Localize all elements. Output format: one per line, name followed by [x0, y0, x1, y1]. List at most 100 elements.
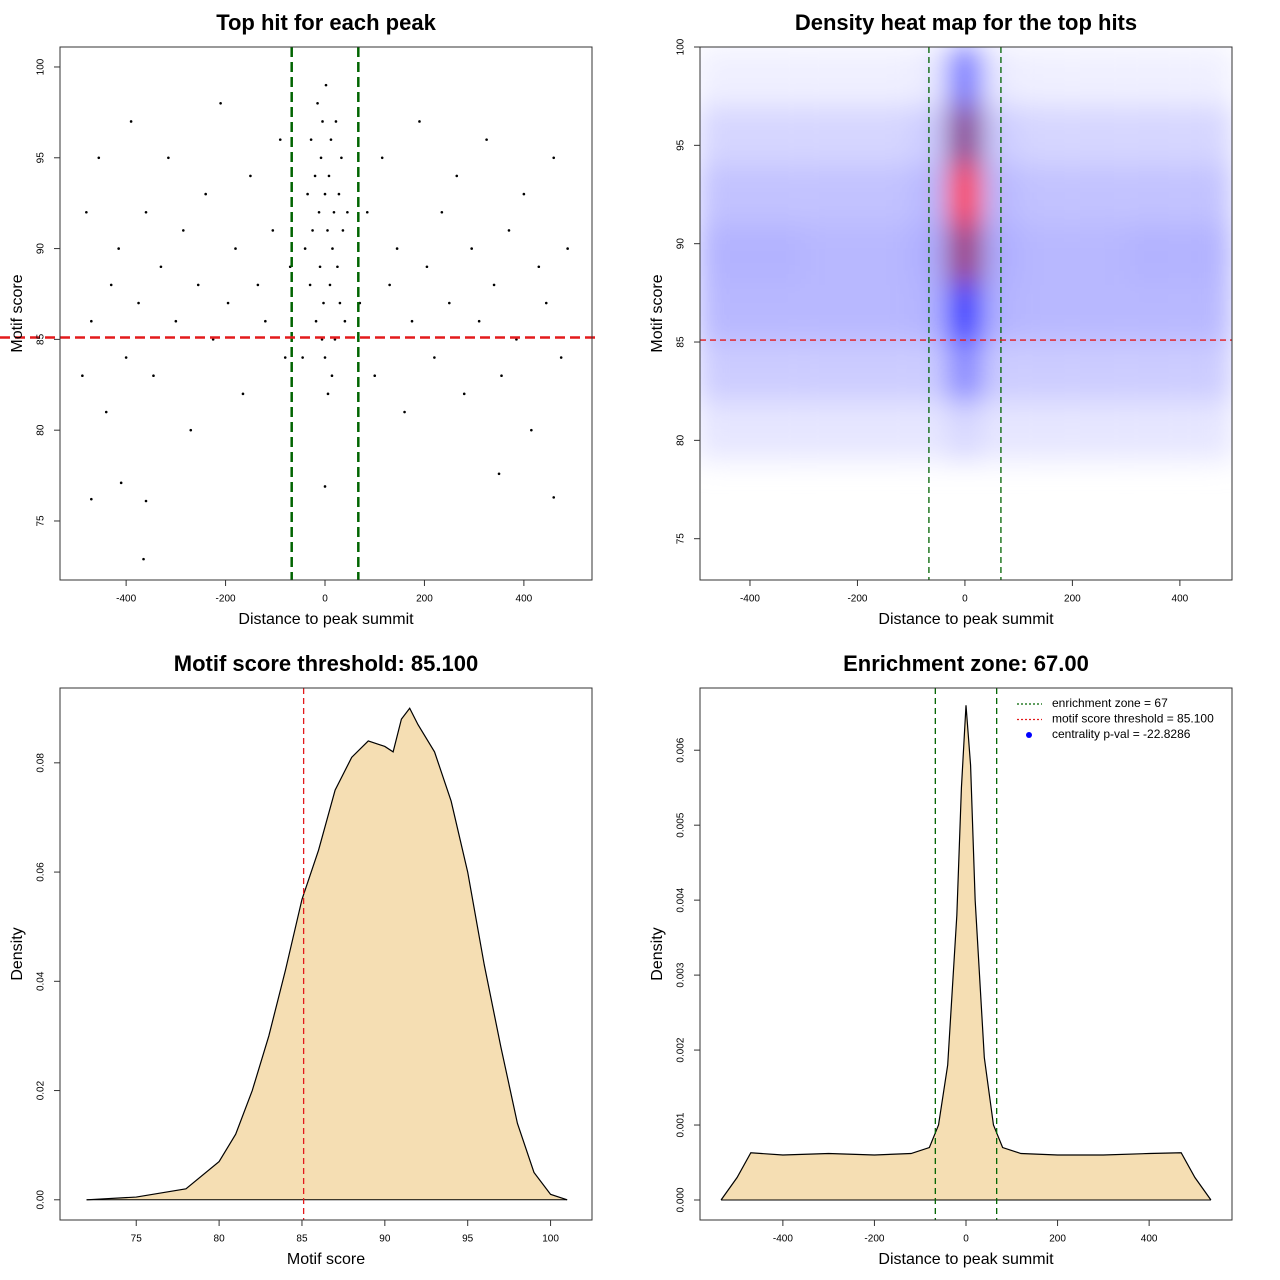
chart-title: Enrichment zone: 67.00: [843, 651, 1089, 676]
chart-title: Motif score threshold: 85.100: [174, 651, 478, 676]
point: [323, 192, 327, 196]
heat-cell: [803, 401, 858, 461]
heat-cell: [1126, 342, 1180, 402]
point: [189, 428, 193, 432]
heatmap-cells: [700, 47, 1232, 461]
heat-cell: [803, 106, 858, 166]
x-tick-label: -200: [847, 594, 867, 605]
legend-label: centrality p-val = -22.8286: [1052, 727, 1191, 741]
heat-cell: [749, 283, 804, 343]
point: [283, 356, 287, 359]
point: [119, 481, 123, 485]
point: [340, 156, 343, 160]
heat-cell: [700, 342, 750, 402]
point: [477, 319, 481, 323]
point: [329, 138, 333, 141]
x-tick-label: 0: [962, 594, 968, 605]
x-tick-label: 95: [462, 1234, 474, 1245]
point: [497, 472, 501, 476]
point: [418, 120, 421, 123]
point: [470, 247, 473, 250]
heatmap: [700, 47, 1232, 461]
heat-cell: [1072, 47, 1127, 107]
point: [433, 356, 436, 359]
x-tick-label: 200: [1049, 1234, 1066, 1245]
heat-cell: [981, 224, 1019, 284]
point: [142, 557, 145, 561]
point: [159, 265, 163, 269]
y-tick-label: 80: [36, 424, 47, 436]
point: [500, 374, 503, 377]
heat-cell: [1018, 106, 1073, 166]
point: [256, 283, 260, 287]
y-tick-label: 100: [36, 58, 47, 75]
point: [104, 410, 108, 414]
heat-cell: [1179, 165, 1232, 225]
x-tick-label: 200: [416, 594, 433, 605]
point: [182, 229, 185, 232]
y-tick-label: 95: [676, 139, 687, 151]
heat-cell: [1126, 283, 1180, 343]
heat-cell: [948, 283, 982, 343]
panel: -400 -200 0 200 400 0.000 0.001 0.002 0.003 0.004…: [649, 651, 1233, 1268]
heat-cell: [1072, 342, 1127, 402]
point: [455, 174, 459, 178]
x-tick-label: 0: [322, 594, 328, 605]
point: [507, 229, 511, 232]
y-tick-label: 0.04: [36, 971, 47, 991]
panel: -400 -200 0 200 400 75 80 85 90 95 100 Density heat…: [649, 10, 1233, 628]
point: [365, 210, 369, 214]
y-tick-label: 95: [36, 152, 47, 164]
y-tick-label: 0.000: [676, 1187, 687, 1212]
point: [552, 496, 556, 499]
point: [323, 356, 327, 359]
point: [264, 319, 267, 323]
heat-cell: [803, 165, 858, 225]
density-area: [86, 708, 568, 1200]
heat-cell: [1018, 165, 1073, 225]
heat-cell: [803, 47, 858, 107]
point: [425, 265, 429, 269]
y-tick-label: 0.02: [36, 1080, 47, 1100]
y-tick-label: 100: [676, 38, 687, 55]
x-tick-label: -200: [864, 1234, 884, 1245]
heat-cell: [1179, 342, 1232, 402]
heat-cell: [857, 47, 912, 107]
point: [85, 210, 88, 214]
y-tick-label: 0.08: [36, 753, 47, 773]
point: [144, 499, 148, 503]
x-axis-label: Distance to peak summit: [878, 611, 1054, 628]
density-area: [721, 705, 1211, 1200]
heat-cell: [700, 47, 750, 107]
heat-cell: [803, 342, 858, 402]
point: [303, 247, 307, 250]
panel: -400 -200 0 200 400 75 80 85 90 95 100 Top hit for …: [0, 10, 596, 628]
point: [174, 319, 178, 323]
heat-cell: [1179, 47, 1232, 107]
y-tick-label: 90: [676, 238, 687, 250]
legend-label: motif score threshold = 85.100: [1052, 712, 1214, 726]
point: [319, 156, 323, 160]
heat-cell: [911, 283, 949, 343]
heat-cell: [1126, 165, 1180, 225]
heat-cell: [803, 283, 858, 343]
point: [129, 120, 133, 123]
y-tick-label: 85: [676, 336, 687, 348]
point: [196, 283, 200, 287]
x-tick-label: 100: [542, 1234, 559, 1245]
heat-cell: [700, 224, 750, 284]
heat-cell: [981, 283, 1019, 343]
point: [338, 301, 342, 305]
y-tick-label: 0.003: [676, 962, 687, 987]
heat-cell: [1072, 106, 1127, 166]
point: [314, 319, 318, 323]
x-axis-label: Distance to peak summit: [238, 611, 414, 628]
density-line: [720, 705, 1212, 1201]
y-axis-label: Density: [649, 927, 666, 980]
point: [388, 283, 391, 287]
point: [448, 301, 451, 305]
x-tick-label: -400: [740, 594, 760, 605]
point: [337, 192, 341, 196]
heat-cell: [981, 342, 1019, 402]
y-axis-label: Motif score: [649, 274, 666, 352]
